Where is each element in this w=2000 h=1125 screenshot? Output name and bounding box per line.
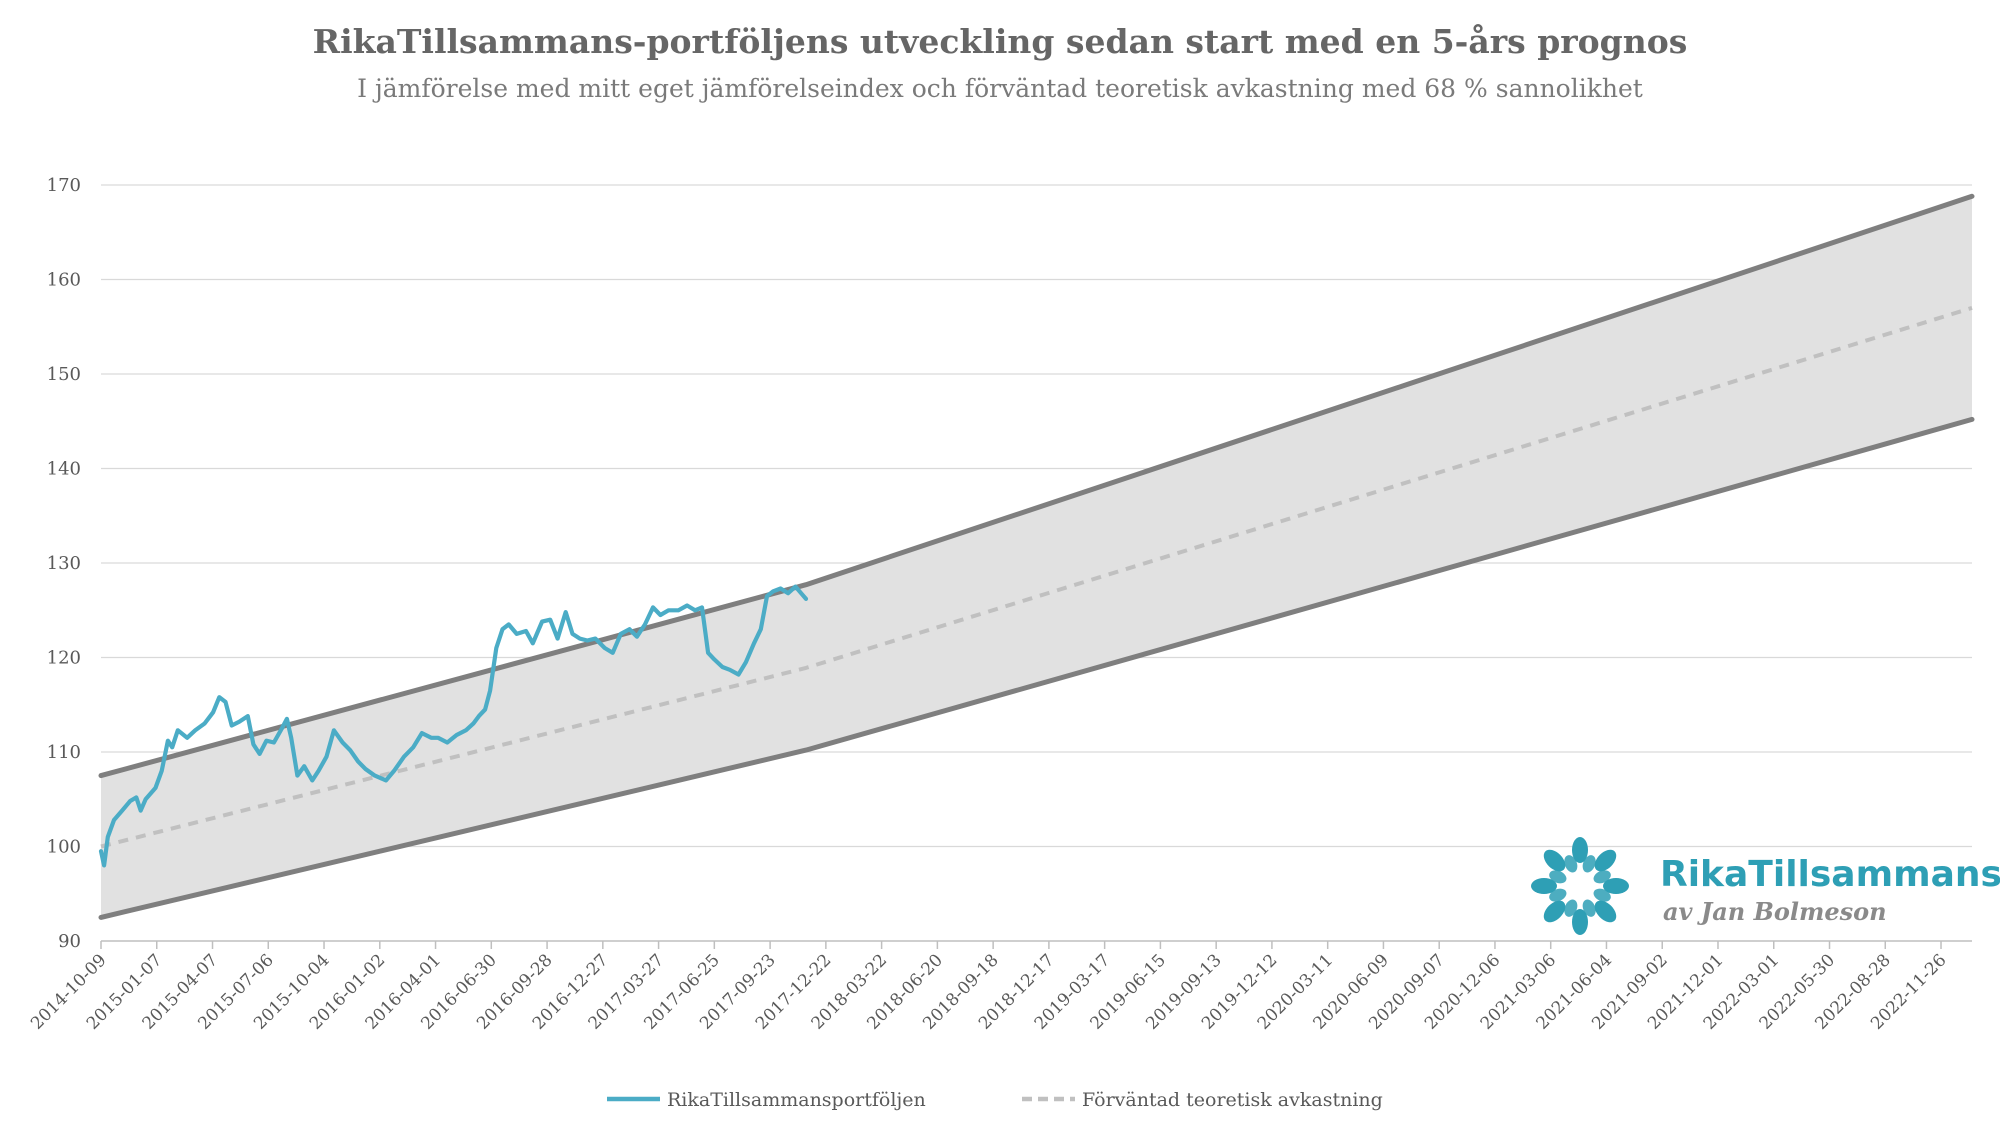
flower-petal	[1603, 878, 1629, 894]
chart-title: RikaTillsammans-portföljens utveckling s…	[312, 22, 1688, 61]
flower-petal	[1531, 878, 1557, 894]
logo-byline: av Jan Bolmeson	[1663, 897, 1887, 926]
brand-logo: RikaTillsammans av Jan Bolmeson	[1531, 837, 2000, 935]
y-tick-label: 160	[47, 270, 81, 291]
flower-petal	[1543, 900, 1566, 923]
y-tick-label: 130	[47, 553, 81, 574]
flower-petal	[1593, 888, 1611, 902]
portfolio-line	[98, 584, 809, 868]
probability-band	[101, 196, 1972, 918]
chart-subtitle: I jämförelse med mitt eget jämförelseind…	[357, 74, 1643, 103]
y-tick-label: 100	[47, 837, 81, 858]
legend: RikaTillsammansportföljen Förväntad teor…	[607, 1089, 1383, 1111]
flower-petal	[1572, 909, 1588, 935]
series-group	[98, 193, 1975, 920]
y-tick-label: 150	[47, 364, 81, 385]
flower-petal	[1543, 849, 1566, 872]
legend-label-portfolio: RikaTillsammansportföljen	[667, 1089, 926, 1111]
flower-petal	[1572, 837, 1588, 863]
y-tick-label: 120	[47, 648, 81, 669]
flower-petal	[1564, 855, 1578, 873]
x-axis: 2014-10-092015-01-072015-04-072015-07-06…	[27, 940, 1972, 1034]
y-axis: 90 100 110 120 130 140 150 160 170	[47, 175, 81, 952]
flower-petal	[1594, 900, 1617, 923]
band-lower-line	[98, 416, 1975, 920]
band-upper-line	[98, 193, 1975, 779]
flower-petal	[1582, 855, 1596, 873]
y-tick-label: 170	[47, 175, 81, 196]
y-tick-label: 110	[47, 742, 81, 763]
flower-petal	[1594, 849, 1617, 872]
flower-petal	[1582, 899, 1596, 917]
y-tick-label: 90	[58, 931, 81, 952]
logo-wordmark: RikaTillsammans	[1660, 854, 2000, 895]
expected-line	[100, 305, 1973, 849]
flower-petal	[1549, 870, 1567, 884]
flower-petal	[1593, 870, 1611, 884]
y-tick-label: 140	[47, 459, 81, 480]
flower-petal	[1564, 899, 1578, 917]
flower-icon	[1531, 837, 1629, 935]
flower-petal	[1549, 888, 1567, 902]
legend-label-expected: Förväntad teoretisk avkastning	[1082, 1089, 1383, 1111]
